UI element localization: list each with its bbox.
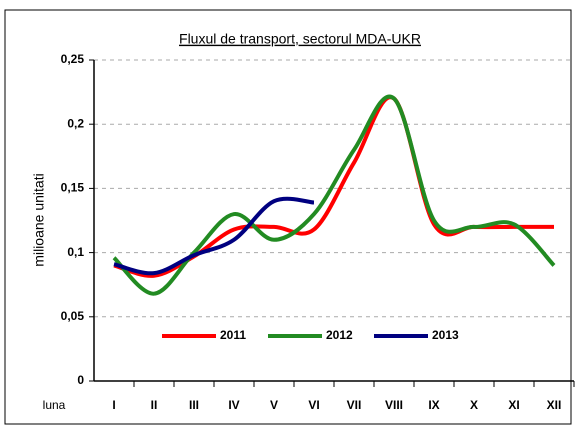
y-tick-label: 0,05 — [61, 309, 85, 323]
x-tick-label: IX — [428, 398, 439, 412]
x-tick-label: X — [470, 398, 478, 412]
y-tick-label: 0,25 — [61, 52, 85, 66]
x-tick-label: I — [112, 398, 115, 412]
chart-frame — [4, 9, 572, 425]
x-tick-label: XI — [508, 398, 519, 412]
series-line — [112, 94, 556, 296]
x-tick-label: VIII — [385, 398, 403, 412]
y-axis-label: milioane unitati — [31, 173, 47, 266]
series-line — [113, 196, 315, 276]
x-tick-label: VII — [347, 398, 362, 412]
x-tick-label: II — [151, 398, 158, 412]
x-tick-label: XII — [547, 398, 562, 412]
y-tick-label: 0,1 — [67, 245, 84, 259]
y-tick-label: 0,15 — [61, 181, 85, 195]
x-tick-label: VI — [308, 398, 319, 412]
legend-label: 2012 — [326, 328, 353, 342]
x-tick-label: V — [270, 398, 278, 412]
legend-label: 2013 — [432, 328, 459, 342]
x-axis-label: luna — [43, 398, 66, 412]
y-tick-label: 0 — [77, 373, 84, 387]
chart-title: Fluxul de transport, sectorul MDA-UKR — [179, 31, 421, 47]
x-tick-label: III — [189, 398, 199, 412]
legend-label: 2011 — [220, 328, 246, 342]
y-tick-label: 0,2 — [67, 116, 84, 130]
x-tick-label: IV — [228, 398, 239, 412]
